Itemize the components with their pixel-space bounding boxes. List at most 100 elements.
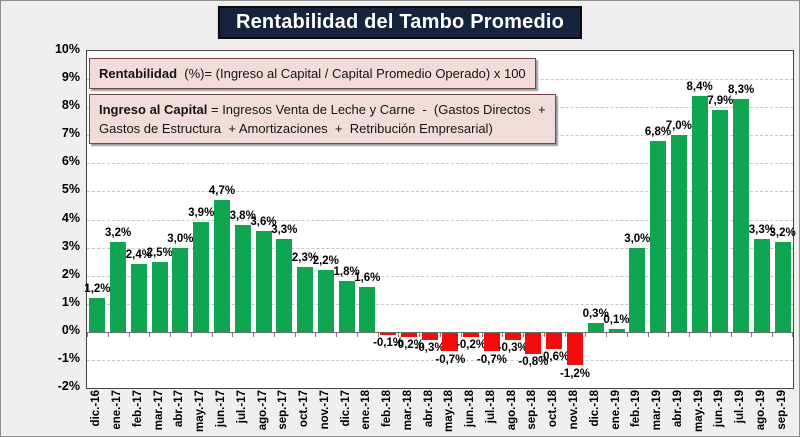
axis-tick [731,332,732,337]
axis-tick [295,332,296,337]
axis-tick [357,332,358,337]
bar-value-label: 7,9% [707,95,734,107]
axis-tick [668,332,669,337]
x-axis-label: nov.-18 [568,390,580,430]
x-axis-label: ene.-17 [111,390,124,430]
x-axis-label: nov.-17 [318,390,331,430]
bar-oct.-17 [297,267,313,332]
bar-value-label: 3,0% [624,232,651,245]
axis-tick [792,332,793,337]
bar-sep.-19 [774,242,791,332]
x-axis-label: feb.-19 [630,390,643,428]
axis-tick [108,332,109,337]
x-axis-label: may.-18 [443,390,456,432]
x-axis-label: may.-19 [692,390,705,432]
formula-text: = Ingresos Venta de Leche y Carne - (Gas… [207,102,546,117]
x-axis-label: jun.-17 [215,390,227,428]
bar-mar.-17 [151,261,168,332]
axis-tick [419,332,420,337]
x-axis-label: dic.-16 [90,390,103,427]
bar-value-label: 0,3% [582,308,609,321]
bar-sep.-18 [525,332,542,355]
bar-value-label: 0,1% [603,314,630,326]
axis-tick [772,332,773,337]
y-axis-label: -2% [57,379,80,393]
x-axis-label: jun.-18 [464,390,477,428]
y-axis-label: 6% [61,154,80,169]
axis-tick [689,332,690,337]
bar-value-label: 3,6% [250,215,277,228]
bar-ago.-19 [753,239,770,332]
bar-may.-18 [442,332,459,352]
bar-value-label: 7,0% [665,120,692,133]
axis-tick [315,332,316,337]
bar-abr.-18 [421,332,438,341]
formula-term: Rentabilidad [99,66,178,81]
x-axis-label: mar.-19 [651,390,663,431]
bar-value-label: 1,6% [354,271,381,284]
axis-tick [710,332,711,337]
x-axis-label: feb.-18 [381,390,394,428]
bar-value-label: 3,2% [769,227,796,239]
formula-box-ingreso-al-capital: Ingreso al Capital = Ingresos Venta de L… [89,94,556,144]
x-axis-label: ene.-19 [609,390,622,430]
gridline [87,247,793,249]
bar-value-label: 8,4% [686,80,713,93]
y-axis-label: 9% [61,70,80,85]
y-axis-label: 4% [61,210,80,225]
bar-value-label: 2,2% [312,255,339,268]
x-axis-label: oct.-17 [298,390,310,428]
x-axis-label: dic.-18 [588,390,601,427]
y-axis-label: 3% [61,238,80,253]
bar-ene.-17 [110,242,127,332]
axis-tick [440,332,441,337]
gridline [87,275,793,277]
gridline [87,219,793,221]
y-axis-label: -1% [57,350,80,365]
y-axis-label: 10% [54,42,80,56]
axis-tick [129,332,130,337]
axis-tick [149,332,150,337]
bar-value-label: -0,8% [518,356,549,369]
bar-jun.-19 [712,110,729,332]
bar-value-label: 1,8% [333,266,360,279]
x-axis: dic.-16 ene.-17 feb.-17 mar.-17 abr.-17 may.-… [86,389,792,436]
axis-tick [751,332,752,337]
bar-jul.-17 [234,225,251,332]
bar-feb.-18 [380,332,397,335]
x-axis-label: ago.-19 [754,390,767,431]
x-axis-label: ago.-17 [256,390,269,431]
bar-value-label: -0,6% [539,350,570,363]
bar-value-label: -0,1% [373,336,404,349]
bar-dic.-16 [89,298,106,332]
axis-tick [191,332,192,337]
bar-value-label: 3,0% [167,232,194,245]
bar-value-label: 2,3% [291,252,319,265]
x-axis-label: may.-17 [194,390,207,432]
axis-tick [585,332,586,337]
axis-tick [606,332,607,337]
bar-value-label: 3,9% [188,207,215,220]
bar-feb.-19 [629,247,646,332]
axis-tick [502,332,503,337]
gridline [87,191,793,193]
axis-tick [274,332,275,337]
bar-may.-17 [193,222,210,332]
formula-box-rentabilidad: Rentabilidad (%)= (Ingreso al Capital / … [89,58,536,89]
x-axis-label: abr.-18 [422,390,435,428]
x-axis-label: abr.-17 [173,390,186,428]
bar-nov.-17 [317,270,334,332]
bar-value-label: -0,3% [414,342,445,355]
bar-feb.-17 [130,264,147,332]
y-axis: 10% 9% 8% 7% 6% 5% 4% 3% 2% 1% 0% -1% -2% [1,1,81,436]
axis-tick [565,332,566,337]
x-axis-label: jul.-17 [235,390,248,424]
bar-value-label: 2,4% [125,249,152,262]
bar-jul.-18 [483,332,500,352]
x-axis-label: sep.-17 [277,390,290,430]
x-axis-label: dic.-17 [339,390,352,427]
bar-abr.-19 [670,135,687,332]
bar-value-label: 4,7% [208,184,236,197]
y-axis-label: 2% [61,266,80,281]
formula-text-line2: Gastos de Estructura + Amortizaciones + … [99,121,493,136]
